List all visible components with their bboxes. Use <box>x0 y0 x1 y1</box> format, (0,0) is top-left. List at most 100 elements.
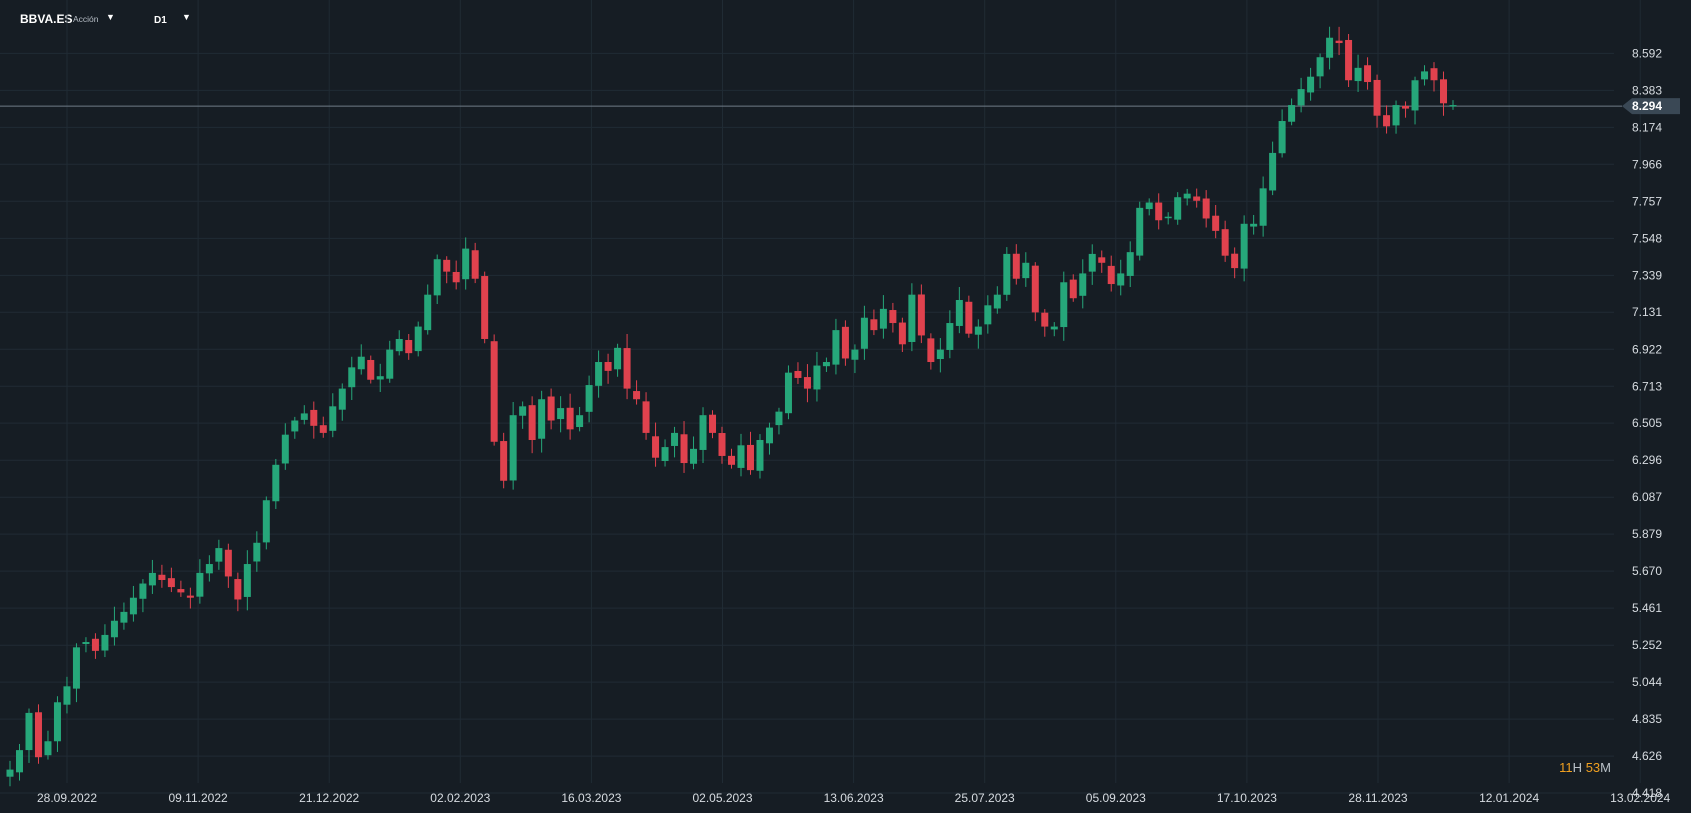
price-tick-label: 6.922 <box>1632 342 1662 356</box>
candle-body <box>699 415 707 450</box>
candle <box>614 343 622 377</box>
candle-body <box>509 415 517 481</box>
candle <box>1098 250 1106 273</box>
candle <box>784 365 792 420</box>
candle <box>1069 274 1077 302</box>
candle <box>224 543 232 588</box>
candle-body <box>898 322 906 345</box>
date-tick-label: 09.11.2022 <box>169 791 228 805</box>
candle-body <box>1012 253 1020 279</box>
candle <box>993 286 1001 314</box>
date-tick-label: 05.09.2023 <box>1086 791 1146 805</box>
candle <box>1174 192 1182 225</box>
candle-body <box>832 330 840 365</box>
candle <box>1392 100 1400 134</box>
date-tick-label: 17.10.2023 <box>1217 791 1277 805</box>
date-tick-label: 02.02.2023 <box>430 791 490 805</box>
candle <box>34 704 42 764</box>
candle-body <box>1126 252 1134 276</box>
candle <box>576 406 584 432</box>
candle-body <box>822 362 830 367</box>
candle-body <box>1231 253 1239 269</box>
candle-body <box>955 299 963 326</box>
candle-body <box>908 294 916 342</box>
candle-body <box>718 433 726 456</box>
candle <box>794 362 802 384</box>
price-tick-label: 7.131 <box>1632 305 1662 319</box>
candle <box>6 760 14 787</box>
price-tick-label: 5.461 <box>1632 601 1662 615</box>
candle-body <box>614 347 622 370</box>
candle-body <box>585 385 593 412</box>
candle <box>509 402 517 490</box>
candle-body <box>889 310 897 324</box>
candle <box>1212 205 1220 239</box>
candle-body <box>566 407 574 430</box>
candle <box>955 287 963 334</box>
candle-body <box>395 338 403 352</box>
candle-body <box>224 549 232 577</box>
symbol-label[interactable]: BBVA.ES <box>20 12 73 26</box>
timeframe-dropdown-caret-icon[interactable]: ▼ <box>182 12 191 22</box>
candle <box>348 356 356 400</box>
symbol-dropdown-caret-icon[interactable]: ▼ <box>106 12 115 22</box>
candle <box>1316 53 1324 89</box>
candle-body <box>1278 121 1286 154</box>
candle <box>984 295 992 334</box>
candle <box>196 559 204 604</box>
candle <box>205 555 213 582</box>
candle-body <box>186 595 194 598</box>
candle <box>889 302 897 333</box>
candle <box>813 351 821 402</box>
candle-body <box>642 401 650 433</box>
candle-body <box>737 445 745 468</box>
price-axis: 8.592 8.383 8.174 7.966 7.757 7.548 7.339 7.131… <box>1632 46 1662 800</box>
candle-body <box>319 425 327 433</box>
candle <box>414 321 422 357</box>
candle-body <box>433 259 441 296</box>
candle <box>262 496 270 550</box>
candle-body <box>709 414 717 433</box>
candle-body <box>310 409 318 426</box>
candle-body <box>139 583 147 599</box>
instrument-type-label: Acción <box>73 14 99 24</box>
candle-body <box>196 572 204 597</box>
candle <box>471 242 479 284</box>
price-tick-label: 7.548 <box>1632 231 1662 245</box>
candle <box>1164 212 1172 225</box>
candle-body <box>870 319 878 331</box>
candle-body <box>1430 68 1438 81</box>
price-tick-label: 6.713 <box>1632 379 1662 393</box>
candle-body <box>386 349 394 379</box>
candle <box>585 375 593 423</box>
candle-body <box>1259 188 1267 226</box>
candle <box>851 344 859 374</box>
candle <box>1031 262 1039 322</box>
candle <box>1221 220 1229 262</box>
price-tick-label: 5.670 <box>1632 564 1662 578</box>
candle <box>310 401 318 439</box>
candle <box>946 310 954 359</box>
candle <box>1364 57 1372 90</box>
candle <box>177 580 185 597</box>
candle <box>870 309 878 336</box>
candle <box>879 295 887 339</box>
candle <box>860 305 868 360</box>
candle-body <box>604 362 612 371</box>
candle-body <box>1098 257 1106 263</box>
date-tick-label: 25.07.2023 <box>955 791 1015 805</box>
timeframe-selector[interactable]: D1 <box>154 15 167 26</box>
candle-body <box>1402 105 1410 109</box>
candle <box>319 416 327 438</box>
candle <box>443 256 451 284</box>
candle <box>936 338 944 373</box>
candle <box>139 579 147 613</box>
candle <box>281 423 289 470</box>
candle <box>547 388 555 430</box>
candle-body <box>348 367 356 388</box>
candle <box>1088 244 1096 285</box>
date-tick-label: 28.09.2022 <box>37 791 97 805</box>
candle <box>405 334 413 360</box>
candle <box>186 587 194 609</box>
